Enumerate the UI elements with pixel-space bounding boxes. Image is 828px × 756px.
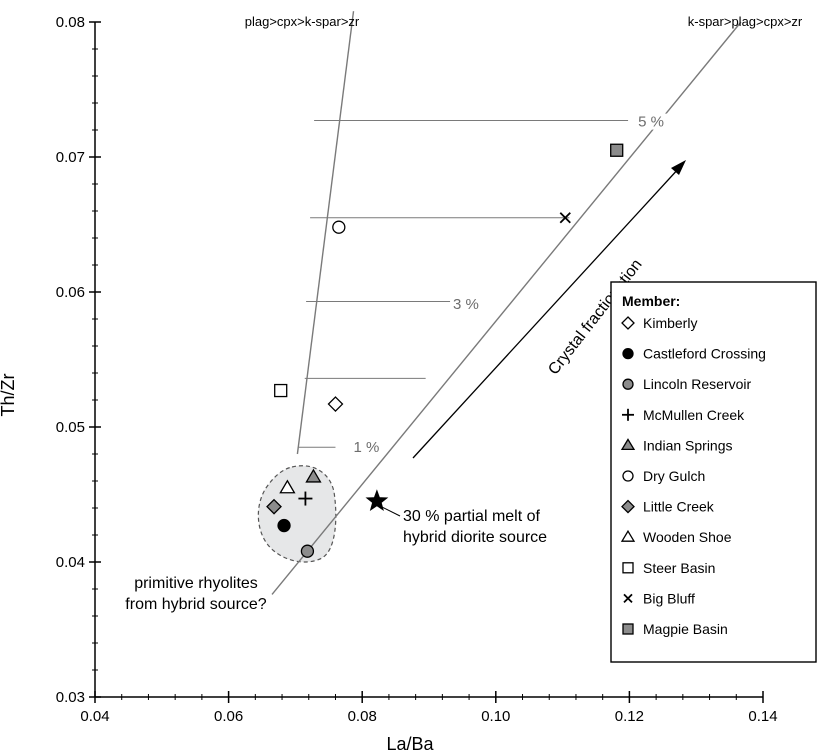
- diamond-open-marker: [621, 316, 635, 330]
- data-point: [266, 498, 282, 515]
- crystal-fractionation-arrowhead: [671, 160, 686, 175]
- legend-entry-label: Dry Gulch: [643, 468, 705, 484]
- data-point: [274, 383, 288, 398]
- primitive-rhyolite-field: [257, 465, 337, 563]
- square-gray-marker: [610, 143, 624, 157]
- triangle-gray-marker: [620, 438, 636, 451]
- data-point: [298, 491, 313, 506]
- percent-label: 3 %: [453, 296, 479, 313]
- legend-entry-label: McMullen Creek: [643, 407, 745, 423]
- square-gray-marker: [622, 623, 634, 635]
- legend-marker: [621, 499, 635, 514]
- legend-marker: [620, 438, 636, 451]
- circle-gray-marker: [300, 544, 315, 558]
- percent-label-bg: [450, 295, 485, 312]
- legend-marker: [622, 470, 634, 482]
- legend-entry-label: Lincoln Reservoir: [643, 376, 751, 392]
- legend: Member: Kimberly Castleford Crossing Linco…: [610, 281, 817, 663]
- triangle-open-marker: [620, 529, 636, 542]
- triangle-gray-marker: [305, 468, 322, 483]
- x-marker-b: [623, 593, 633, 604]
- legend-box: [610, 281, 817, 663]
- x-tick-label: 0.08: [348, 708, 377, 725]
- percent-label: 1 %: [354, 439, 380, 456]
- legend-marker: [622, 347, 634, 360]
- y-tick-label: 0.03: [56, 689, 85, 706]
- y-tick-label: 0.07: [56, 149, 85, 166]
- circle-filled-marker: [622, 347, 634, 360]
- partial-melt-label-line2: hybrid diorite source: [403, 529, 547, 546]
- legend-marker: [623, 593, 633, 604]
- legend-entry-label: Castleford Crossing: [643, 346, 766, 362]
- x-axis-title: La/Ba: [386, 734, 434, 754]
- x-tick-label: 0.06: [214, 708, 243, 725]
- percent-label: 5 %: [638, 114, 664, 131]
- legend-marker: [622, 408, 634, 421]
- legend-marker: [622, 562, 634, 574]
- fractionation-line: [296, 11, 355, 455]
- x-tick-label: 0.04: [80, 708, 109, 725]
- legend-marker: [622, 623, 634, 635]
- percent-label-bg: [635, 113, 670, 130]
- partial-melt-star: [365, 489, 389, 511]
- primitive-rhyolites-label-line2: from hybrid source?: [125, 596, 266, 613]
- y-tick-label: 0.06: [56, 284, 85, 301]
- diamond-gray-marker: [621, 499, 635, 514]
- diamond-gray-marker: [266, 498, 282, 515]
- square-open-marker: [274, 383, 288, 398]
- diamond-open-marker: [327, 396, 344, 412]
- partial-melt-label-line1: 30 % partial melt of: [403, 508, 541, 525]
- legend-entry-label: Wooden Shoe: [643, 529, 732, 545]
- data-point: [279, 479, 296, 494]
- legend-entry-label: Magpie Basin: [643, 621, 728, 637]
- data-point: [327, 396, 344, 412]
- triangle-open-marker: [279, 479, 296, 494]
- circle-open-marker: [622, 470, 634, 482]
- data-point: [277, 518, 291, 533]
- primitive-rhyolites-label-line1: primitive rhyolites: [134, 575, 258, 592]
- x-tick-label: 0.10: [481, 708, 510, 725]
- crystal-fractionation-arrow: [412, 166, 681, 459]
- legend-marker: [622, 378, 634, 390]
- data-point: [305, 468, 322, 483]
- data-point: [559, 212, 571, 224]
- data-point: [610, 143, 624, 157]
- legend-entry-label: Kimberly: [643, 315, 697, 331]
- legend-entry-label: Indian Springs: [643, 437, 733, 453]
- y-tick-label: 0.05: [56, 419, 85, 436]
- circle-gray-marker: [622, 378, 634, 390]
- x-tick-label: 0.14: [748, 708, 777, 725]
- x-tick-label: 0.12: [615, 708, 644, 725]
- circle-open-marker: [332, 220, 346, 234]
- y-tick-label: 0.08: [56, 14, 85, 31]
- legend-title: Member:: [622, 293, 680, 309]
- x-marker-b: [559, 212, 571, 224]
- y-axis-title: Th/Zr: [0, 373, 18, 416]
- kspar-line-label: k-spar>plag>cpx>zr: [688, 14, 803, 29]
- data-point: [332, 220, 346, 234]
- circle-filled-marker: [277, 518, 291, 533]
- legend-entry-label: Little Creek: [643, 499, 715, 515]
- legend-marker: [621, 316, 635, 330]
- legend-entry-label: Big Bluff: [643, 590, 695, 606]
- y-tick-label: 0.04: [56, 554, 85, 571]
- legend-marker: [620, 529, 636, 542]
- data-point: [300, 544, 315, 558]
- plag-line-label: plag>cpx>k-spar>zr: [245, 14, 360, 29]
- square-open-marker: [622, 562, 634, 574]
- legend-entry-label: Steer Basin: [643, 560, 715, 576]
- percent-label-bg: [350, 438, 385, 455]
